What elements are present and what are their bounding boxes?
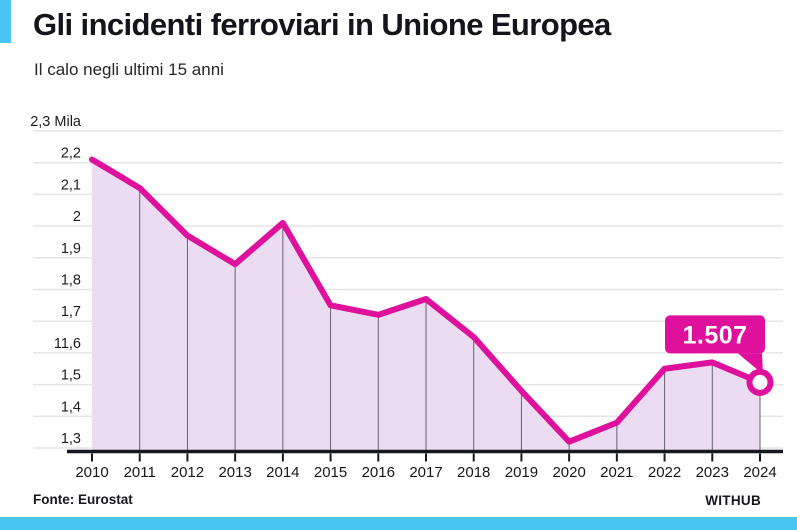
annotation-label: 1.507 <box>682 321 747 349</box>
trend-line <box>89 156 763 445</box>
x-tick-label: 2010 <box>75 464 108 481</box>
annotation-callout <box>665 315 765 354</box>
y-tick-label: 2,1 <box>61 177 81 193</box>
y-tick-label: 2,3 Mila <box>30 114 82 130</box>
page-title: Gli incidenti ferroviari in Unione Europ… <box>33 7 611 42</box>
bottom-accent-bar <box>0 517 797 530</box>
x-tick-label: 2019 <box>505 464 538 481</box>
x-tick-label: 2021 <box>600 464 633 481</box>
x-tick-label: 2020 <box>552 464 585 481</box>
x-tick-label: 2015 <box>314 464 347 481</box>
page-subtitle: Il calo negli ultimi 15 anni <box>34 60 224 79</box>
x-tick-label: 2024 <box>743 464 776 481</box>
y-tick-label: 2,2 <box>61 146 81 162</box>
x-tick-label: 2016 <box>362 464 395 481</box>
x-tick-label: 2013 <box>218 464 251 481</box>
x-tick-label: 2012 <box>171 464 204 481</box>
y-tick-label: 1,3 <box>61 431 81 447</box>
y-tick-label: 2 <box>73 209 81 225</box>
endpoint-marker <box>746 368 774 396</box>
y-tick-label: 11,6 <box>54 336 81 352</box>
y-tick-label: 1,8 <box>61 273 81 289</box>
y-tick-label: 1,7 <box>61 304 81 320</box>
y-tick-label: 1,4 <box>61 399 81 415</box>
x-tick-label: 2011 <box>124 464 156 481</box>
x-tick-label: 2023 <box>696 464 729 481</box>
accent-bar <box>0 0 11 43</box>
annotation-tail <box>738 353 763 375</box>
y-tick-label: 1,5 <box>61 368 81 384</box>
y-tick-label: 1,9 <box>61 241 81 257</box>
source-note: Fonte: Eurostat <box>33 492 133 507</box>
brand-logo: WITHUB <box>705 493 761 508</box>
x-tick-label: 2014 <box>266 464 299 481</box>
x-tick-label: 2022 <box>648 464 681 481</box>
x-tick-label: 2017 <box>409 464 442 481</box>
x-tick-label: 2018 <box>457 464 490 481</box>
